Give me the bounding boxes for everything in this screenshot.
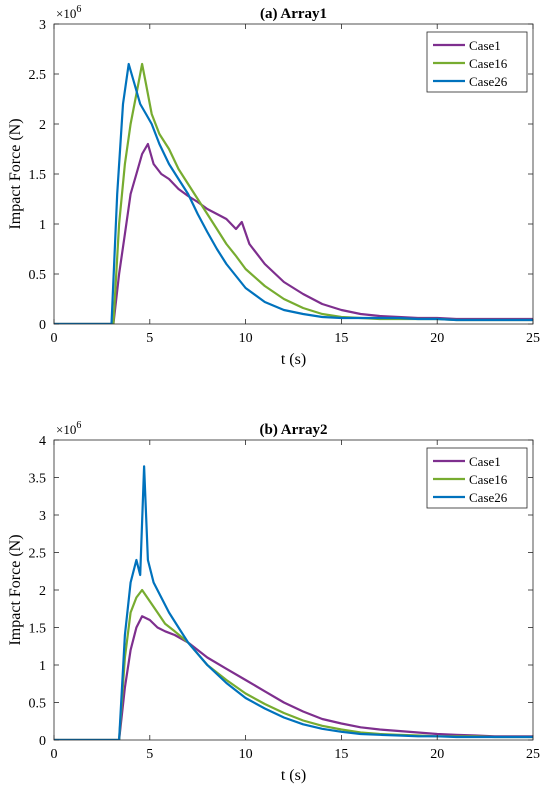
y-tick-label: 3.5 <box>29 472 47 487</box>
x-tick-label: 15 <box>334 747 348 762</box>
series-line-case16 <box>54 588 533 740</box>
legend-label-case1: Case1 <box>469 454 501 469</box>
chart-title: (a) Array1 <box>260 6 327 22</box>
y-axis-label: Impact Force (N) <box>7 118 24 229</box>
y-tick-label: 0 <box>39 318 46 333</box>
series-line-case26 <box>54 465 533 740</box>
x-tick-label: 20 <box>430 331 444 346</box>
y-tick-label: 3 <box>39 509 46 524</box>
x-tick-label: 10 <box>239 747 253 762</box>
x-tick-label: 0 <box>51 331 58 346</box>
chart-a: 0 5 10 15 20 25 0 0.5 1 1.5 2 2.5 3 ×106 (a) Array1 t (… <box>7 4 540 368</box>
y-tick-label: 0 <box>39 734 46 749</box>
legend-label-case16: Case16 <box>469 472 508 487</box>
y-exponent-label: ×106 <box>56 420 81 437</box>
x-tick-label: 25 <box>526 331 540 346</box>
x-tick-label: 25 <box>526 747 540 762</box>
y-axis-label: Impact Force (N) <box>7 534 24 645</box>
y-tick-label: 2 <box>39 584 46 599</box>
x-tick-label: 10 <box>239 331 253 346</box>
chart-b: 0 5 10 15 20 25 0 0.5 1 1.5 2 2.5 3 3.5 4 ×106 (b) Array… <box>7 420 540 784</box>
legend-label-case1: Case1 <box>469 38 501 53</box>
y-tick-label: 2.5 <box>29 547 47 562</box>
series-line-case26 <box>54 62 533 324</box>
y-tick-label: 3 <box>39 18 46 33</box>
y-tick-label: 4 <box>39 434 46 449</box>
series-line-case16 <box>54 62 533 324</box>
legend-label-case26: Case26 <box>469 74 508 89</box>
y-tick-label: 1 <box>39 218 46 233</box>
x-axis-label: t (s) <box>281 351 306 368</box>
y-tick-label: 2 <box>39 118 46 133</box>
x-axis-label: t (s) <box>281 767 306 784</box>
series-line-case1 <box>54 142 533 324</box>
legend-label-case16: Case16 <box>469 56 508 71</box>
legend-label-case26: Case26 <box>469 490 508 505</box>
x-tick-label: 0 <box>51 747 58 762</box>
legend: Case1 Case16 Case26 <box>426 447 528 509</box>
y-tick-label: 1.5 <box>29 168 47 183</box>
y-exponent-label: ×106 <box>56 4 81 21</box>
y-tick-label: 2.5 <box>29 68 47 83</box>
x-tick-label: 5 <box>146 331 153 346</box>
series-line-case1 <box>54 615 533 740</box>
legend: Case1 Case16 Case26 <box>426 31 528 93</box>
y-tick-label: 1.5 <box>29 622 47 637</box>
y-tick-label: 0.5 <box>29 697 47 712</box>
x-tick-label: 5 <box>146 747 153 762</box>
chart-title: (b) Array2 <box>260 422 328 438</box>
y-tick-label: 1 <box>39 659 46 674</box>
x-tick-label: 20 <box>430 747 444 762</box>
y-tick-label: 0.5 <box>29 268 47 283</box>
x-tick-label: 15 <box>334 331 348 346</box>
